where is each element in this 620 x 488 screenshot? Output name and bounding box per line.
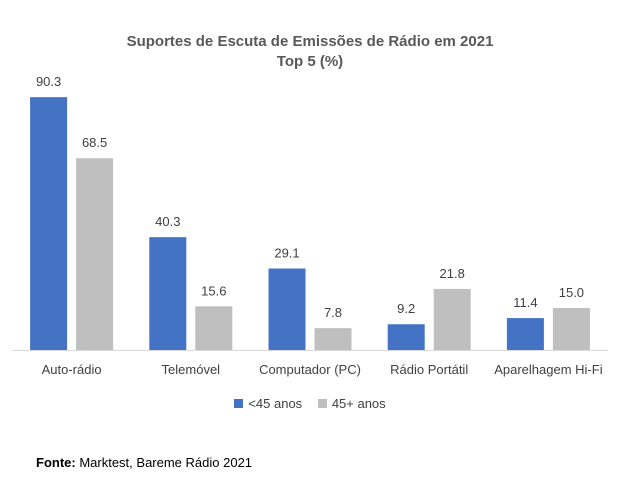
bar-under-45-3 [387, 324, 425, 350]
legend-swatch-under-45 [234, 399, 244, 408]
data-label-under-45-3: 9.2 [397, 301, 415, 316]
data-label-45-plus-3: 21.8 [440, 266, 465, 281]
data-label-under-45-1: 40.3 [155, 214, 180, 229]
category-label-3: Rádio Portátil [390, 362, 468, 377]
data-label-under-45-4: 11.4 [513, 295, 537, 310]
chart-title: Suportes de Escuta de Emissões de Rádio … [126, 33, 494, 50]
data-label-45-plus-0: 68.5 [82, 135, 107, 150]
source-note: Fonte: Marktest, Bareme Rádio 2021 [36, 455, 252, 470]
data-label-under-45-2: 29.1 [274, 246, 299, 261]
category-label-1: Telemóvel [162, 362, 221, 377]
category-label-2: Computador (PC) [259, 362, 361, 377]
legend-item-under-45: <45 anos [234, 396, 302, 411]
data-label-45-plus-4: 15.0 [559, 285, 584, 300]
legend-label-45-plus: 45+ anos [331, 396, 386, 411]
bar-under-45-2 [268, 268, 306, 350]
bar-45-plus-2 [314, 328, 352, 350]
category-label-4: Aparelhagem Hi-Fi [494, 362, 602, 377]
legend-label-under-45: <45 anos [248, 396, 303, 411]
data-label-45-plus-2: 7.8 [324, 305, 342, 320]
legend-swatch-45-plus [317, 399, 327, 408]
bar-45-plus-3 [433, 288, 471, 350]
chart-title-block: Suportes de Escuta de Emissões de Rádio … [0, 32, 620, 72]
chart-subtitle: Top 5 (%) [276, 53, 344, 70]
source-text: Marktest, Bareme Rádio 2021 [75, 455, 253, 470]
bar-under-45-1 [149, 237, 187, 350]
category-label-0: Auto-rádio [42, 362, 102, 377]
data-label-under-45-0: 90.3 [36, 74, 61, 89]
legend: <45 anos 45+ anos [0, 396, 620, 411]
legend-item-45-plus: 45+ anos [317, 396, 386, 411]
data-label-45-plus-1: 15.6 [201, 283, 226, 298]
bar-under-45-0 [30, 97, 68, 350]
bar-under-45-4 [506, 318, 544, 350]
bar-45-plus-0 [76, 158, 114, 350]
source-label: Fonte: [36, 455, 76, 470]
bar-45-plus-1 [195, 306, 233, 350]
bar-45-plus-4 [552, 308, 590, 350]
